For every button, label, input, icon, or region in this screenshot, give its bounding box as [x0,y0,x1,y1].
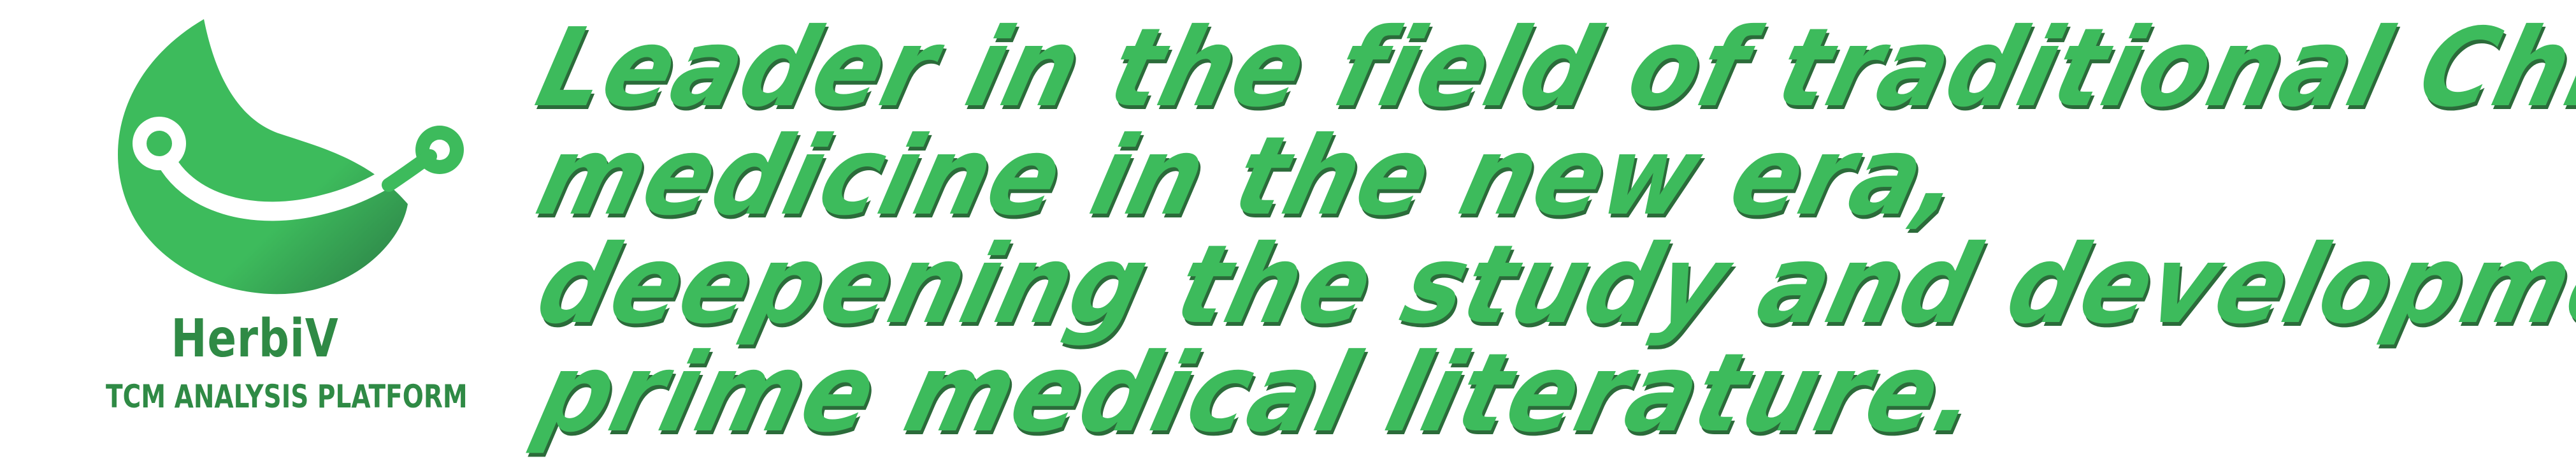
slogan-line-3: deepening the study and development of [526,222,2576,348]
slogan-line-1: Leader in the field of traditional Chine… [526,5,2576,131]
slogan-line-2: medicine in the new era, [526,113,1977,240]
leaf-with-stem-icon [118,19,464,295]
brand-tagline: TCM ANALYSIS PLATFORM [106,378,468,415]
slogan-line-4: prime medical literature. [526,330,1993,457]
slogan: Leader in the field of traditional Chine… [526,5,2576,457]
logo-block: HerbiV TCM ANALYSIS PLATFORM [76,13,471,446]
brand-name: HerbiV [171,309,339,369]
